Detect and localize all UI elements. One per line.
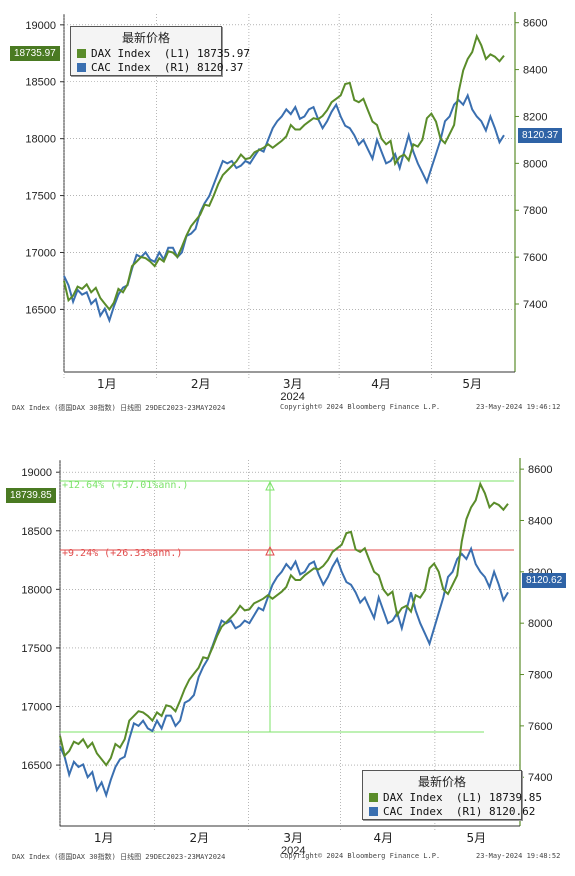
x-tick-label: 3月: [283, 377, 303, 391]
cac-swatch: [77, 63, 86, 72]
left-tick-label: 17000: [21, 702, 52, 714]
chart-bottom: 16500 17000 17500 18000 18500 19000 7400 7600 78…: [21, 458, 552, 857]
legend-dax-name: DAX Index (L1): [383, 791, 483, 804]
right-tick-label: 7800: [523, 205, 547, 217]
x-tick-label: 5月: [466, 831, 486, 845]
last-price-tag-dax: 18739.85: [6, 488, 56, 503]
pct-marker-up: [265, 480, 275, 491]
series-line-dax: [59, 481, 509, 767]
last-price-tag-dax: 18735.97: [10, 46, 60, 61]
x-axis-label: 2024: [280, 391, 304, 403]
left-tick-label: 16500: [25, 304, 56, 316]
legend-cac-name: CAC Index (R1): [91, 61, 191, 74]
legend-title: 最新价格: [121, 31, 170, 45]
series-line-cac: [63, 92, 505, 324]
legend-bottom: 最新价格 DAX Index (L1) 18739.85 CAC Index (…: [362, 770, 542, 820]
footer-timestamp: 23-May-2024 19:48:52: [476, 852, 561, 860]
legend-entry-cac: CAC Index (R1) 8120.62: [363, 805, 535, 819]
footer-timestamp: 23-May-2024 19:46:12: [476, 403, 561, 411]
footer-copyright: Copyright© 2024 Bloomberg Finance L.P.: [280, 403, 441, 411]
right-tick-label: 8400: [523, 65, 547, 77]
pct-annotation-down: +9.24% (+26.33%ann.): [62, 548, 183, 559]
x-tick-label: 2月: [191, 377, 211, 391]
last-price-tag-cac: 8120.37: [518, 128, 563, 143]
legend-cac-value: 8120.37: [196, 61, 244, 74]
legend-cac-value: 8120.62: [488, 805, 536, 818]
left-tick-label: 17500: [21, 643, 52, 655]
x-tick-label: 3月: [283, 831, 303, 845]
left-tick-label: 18000: [21, 584, 52, 596]
legend-entry-dax: DAX Index (L1) 18735.97: [71, 47, 250, 61]
right-tick-label: 7400: [528, 772, 552, 784]
legend-dax-value: 18735.97: [196, 47, 250, 60]
left-tick-label: 19000: [21, 467, 52, 479]
legend-entry-dax: DAX Index (L1) 18739.85: [363, 791, 542, 805]
legend-dax-value: 18739.85: [488, 791, 542, 804]
x-axis-label: 2024: [281, 845, 305, 857]
footer-copyright: Copyright© 2024 Bloomberg Finance L.P.: [280, 852, 441, 860]
right-tick-label: 7600: [523, 252, 547, 264]
x-tick-label: 5月: [462, 377, 482, 391]
left-tick-label: 18000: [25, 134, 56, 146]
left-tick-label: 18500: [21, 526, 52, 538]
cac-swatch: [369, 807, 378, 816]
right-tick-label: 8000: [523, 158, 547, 170]
left-tick-label: 19000: [25, 20, 56, 32]
left-tick-label: 17500: [25, 191, 56, 203]
footer-left: DAX Index (德国DAX 30指数) 日线图 29DEC2023-23M…: [12, 404, 226, 412]
last-price-tag-cac: 8120.62: [522, 573, 567, 588]
chart-top: 16500 17000 17500 18000 18500 19000 7400 7600 78…: [25, 12, 547, 403]
right-tick-label: 7400: [523, 299, 547, 311]
x-tick-label: 4月: [374, 831, 394, 845]
left-tick-label: 16500: [21, 760, 52, 772]
series-line-dax: [63, 33, 505, 312]
x-tick-label: 1月: [97, 377, 117, 391]
pct-annotation-up: +12.64% (+37.01%ann.): [62, 480, 189, 491]
legend-dax-name: DAX Index (L1): [91, 47, 191, 60]
right-tick-label: 7800: [528, 670, 552, 682]
left-tick-label: 18500: [25, 77, 56, 89]
legend-top: 最新价格 DAX Index (L1) 18735.97 CAC Index (…: [70, 26, 250, 76]
x-tick-label: 2月: [190, 831, 210, 845]
right-tick-label: 8400: [528, 515, 552, 527]
right-tick-label: 8200: [523, 111, 547, 123]
pct-marker-down: [265, 545, 275, 556]
right-tick-label: 8600: [528, 464, 552, 476]
dax-swatch: [369, 793, 378, 802]
legend-title: 最新价格: [417, 775, 466, 789]
footer-left: DAX Index (德国DAX 30指数) 日线图 29DEC2023-23M…: [12, 853, 226, 861]
legend-cac-name: CAC Index (R1): [383, 805, 483, 818]
legend-entry-cac: CAC Index (R1) 8120.37: [71, 61, 243, 75]
x-tick-label: 4月: [371, 377, 391, 391]
right-tick-label: 8600: [523, 18, 547, 30]
right-tick-label: 7600: [528, 721, 552, 733]
series-line-cac: [59, 545, 509, 799]
dax-swatch: [77, 49, 86, 58]
left-tick-label: 17000: [25, 247, 56, 259]
right-tick-label: 8000: [528, 618, 552, 630]
x-tick-label: 1月: [94, 831, 114, 845]
